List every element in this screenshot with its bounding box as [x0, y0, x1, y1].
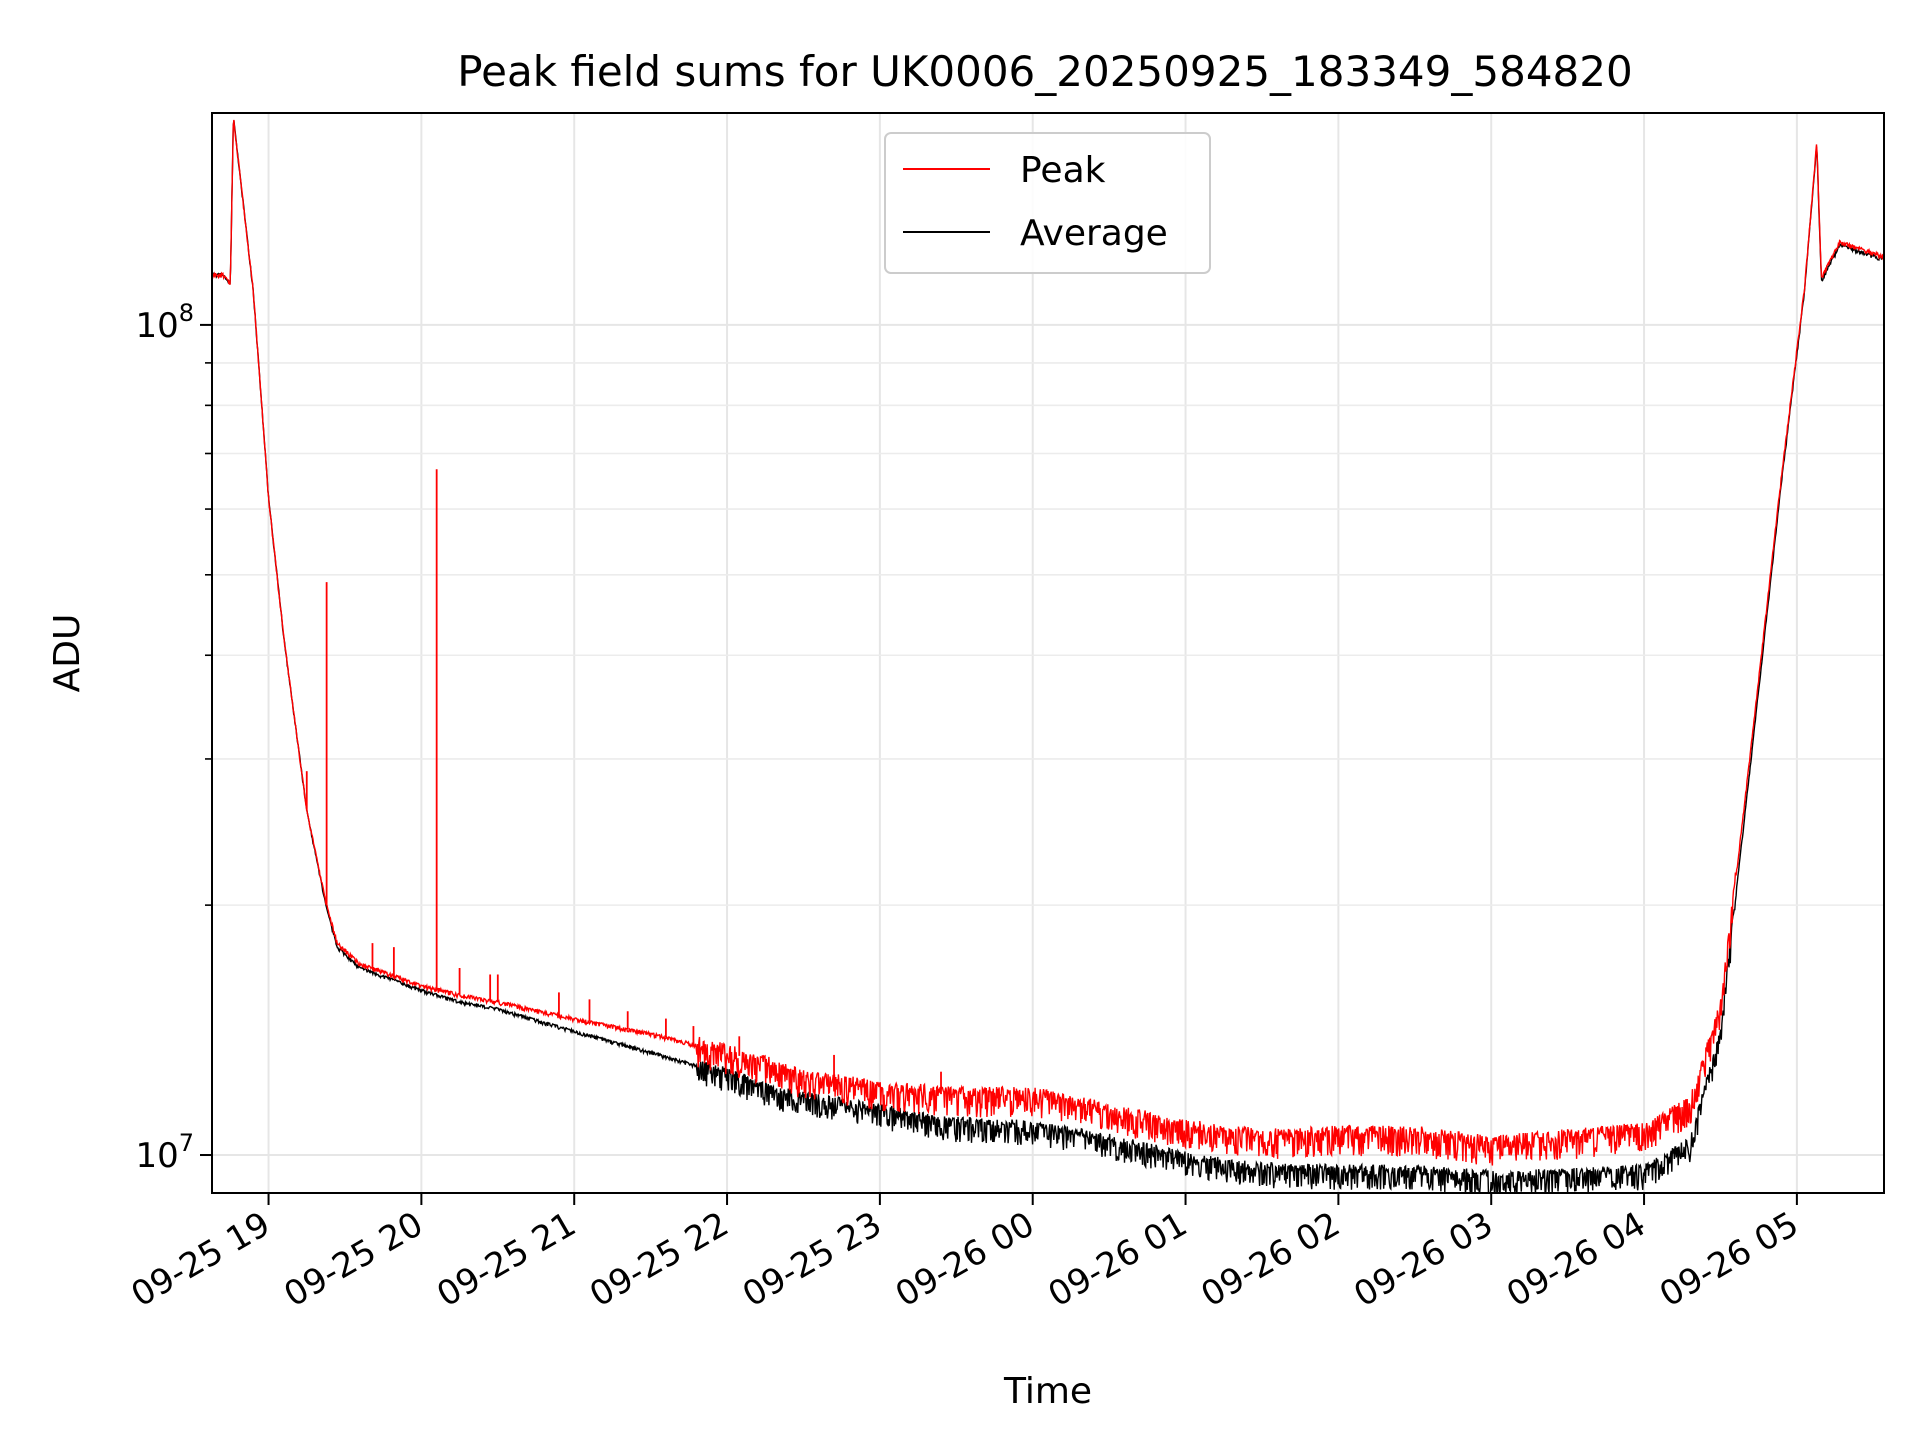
- y-axis: 107 108: [135, 299, 212, 1176]
- chart-title: Peak field sums for UK0006_20250925_1833…: [457, 47, 1632, 96]
- series-layer: [212, 119, 1884, 1193]
- y-tick-label: 107: [135, 1129, 194, 1176]
- plot-frame: [211, 112, 1885, 1194]
- average-series-line: [212, 120, 1884, 1193]
- y-axis-label: ADU: [47, 614, 88, 693]
- x-axis-label: Time: [1003, 1371, 1092, 1412]
- legend: Peak Average: [884, 132, 1211, 274]
- legend-peak-label: Peak: [1020, 150, 1106, 191]
- y-tick-label: 108: [135, 299, 194, 346]
- peak-series-line: [212, 119, 1884, 1166]
- grid: [212, 113, 1884, 1193]
- legend-average-label: Average: [1020, 213, 1168, 254]
